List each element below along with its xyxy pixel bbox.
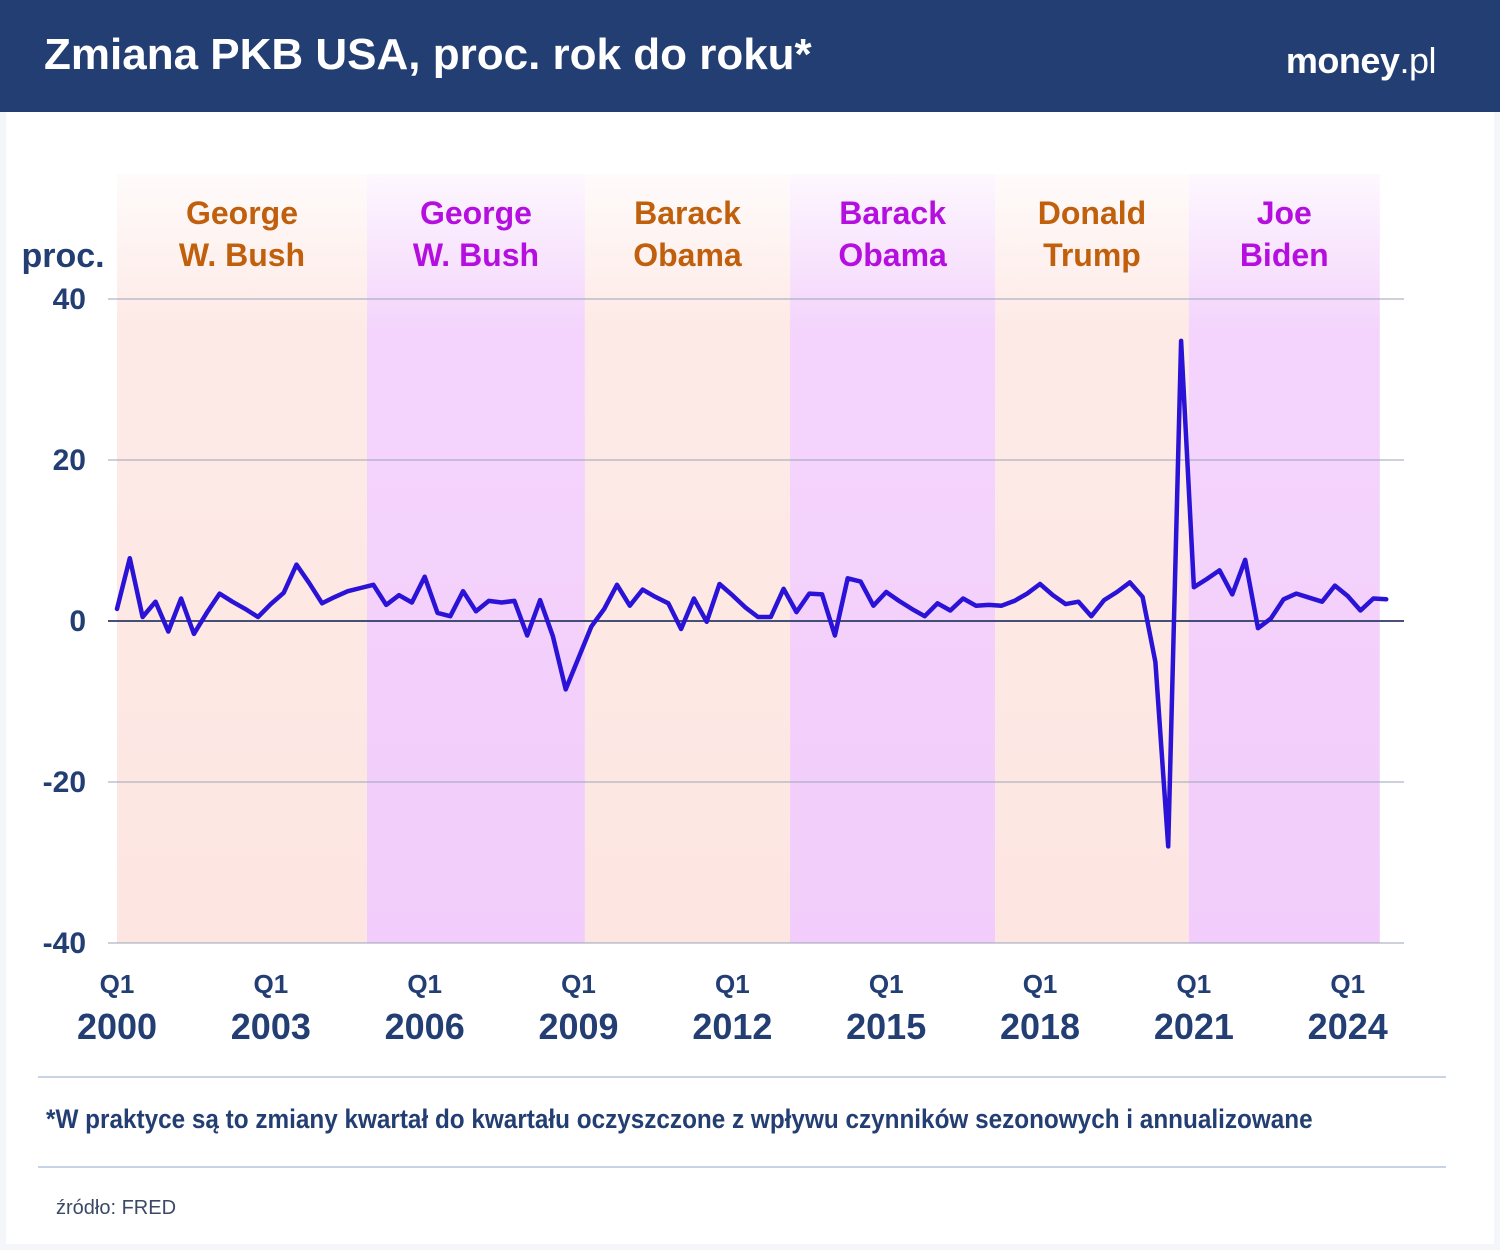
- president-label-line1: Barack: [839, 195, 946, 231]
- divider-top: [38, 1076, 1446, 1078]
- x-tick-year: 2006: [385, 1006, 465, 1047]
- x-tick-year: 2018: [1000, 1006, 1080, 1047]
- x-tick-year: 2009: [538, 1006, 618, 1047]
- term-band-5: [995, 174, 1189, 943]
- term-band-2: [366, 174, 585, 943]
- gdp-series-line: [114, 338, 1389, 849]
- x-tick-quarter: Q1: [561, 969, 596, 999]
- president-label-line1: Joe: [1257, 195, 1312, 231]
- x-tick-year: 2003: [231, 1006, 311, 1047]
- president-label-line1: George: [186, 195, 298, 231]
- x-tick-quarter: Q1: [100, 969, 135, 999]
- term-band-6: [1188, 174, 1380, 943]
- president-label-line2: W. Bush: [179, 237, 305, 273]
- chart-card: George W. Bush George W. Bush Barack Obama Bar…: [6, 112, 1494, 1244]
- logo-main: money: [1285, 40, 1400, 81]
- x-tick-year: 2024: [1308, 1006, 1388, 1047]
- y-tick-label: 0: [69, 605, 86, 638]
- x-tick-quarter: Q1: [715, 969, 750, 999]
- money-pl-logo[interactable]: money.pl: [1285, 40, 1437, 82]
- term-band-1: [117, 174, 367, 943]
- president-label-line2: Trump: [1043, 237, 1141, 273]
- x-tick-year: 2015: [846, 1006, 926, 1047]
- x-tick-year: 2012: [692, 1006, 772, 1047]
- term-band-4: [790, 174, 996, 943]
- president-label-line2: W. Bush: [413, 237, 539, 273]
- y-tick-label: -40: [43, 927, 86, 960]
- footnote: *W praktyce są to zmiany kwartał do kwar…: [46, 1104, 1313, 1134]
- president-label-line2: Obama: [633, 237, 742, 273]
- x-tick-quarter: Q1: [253, 969, 288, 999]
- chart-title: Zmiana PKB USA, proc. rok do roku*: [44, 30, 812, 79]
- divider-bottom: [38, 1166, 1446, 1168]
- y-axis-title: proc.: [21, 237, 104, 275]
- x-tick-quarter: Q1: [1177, 969, 1212, 999]
- y-tick-label: -20: [43, 766, 86, 799]
- president-label-line2: Obama: [838, 237, 947, 273]
- gdp-line-chart: George W. Bush George W. Bush Barack Obama Bar…: [21, 174, 1404, 1047]
- term-band-3: [584, 174, 791, 943]
- y-tick-label: 40: [53, 283, 86, 316]
- x-tick-year: 2021: [1154, 1006, 1234, 1047]
- y-tick-label: 20: [53, 444, 86, 477]
- president-label-line1: George: [420, 195, 532, 231]
- header-bar: Zmiana PKB USA, proc. rok do roku* money…: [0, 0, 1500, 112]
- x-tick-year: 2000: [77, 1006, 157, 1047]
- source-note: źródło: FRED: [56, 1197, 177, 1219]
- x-tick-quarter: Q1: [407, 969, 442, 999]
- logo-tld: .pl: [1399, 40, 1436, 81]
- x-tick-quarter: Q1: [1330, 969, 1365, 999]
- president-label-line1: Barack: [634, 195, 741, 231]
- x-tick-quarter: Q1: [869, 969, 904, 999]
- x-tick-quarter: Q1: [1023, 969, 1058, 999]
- president-label-line2: Biden: [1240, 237, 1329, 273]
- president-label-line1: Donald: [1038, 195, 1146, 231]
